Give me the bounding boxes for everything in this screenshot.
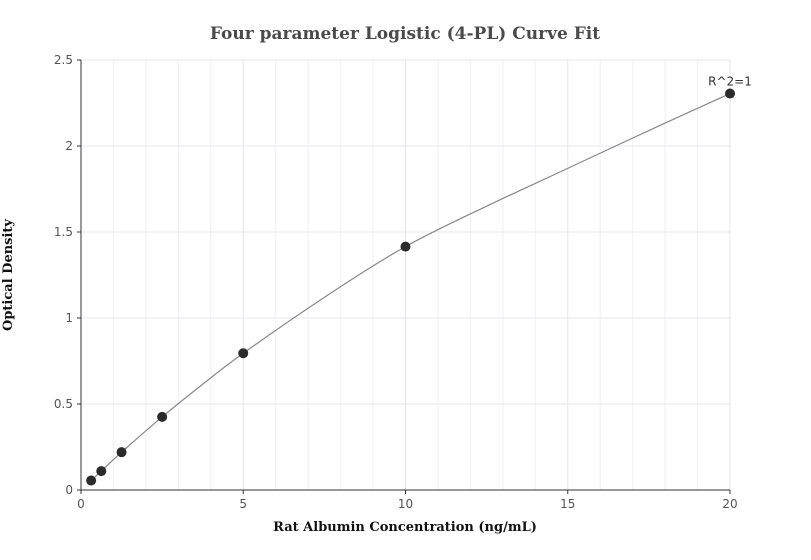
data-point (157, 411, 168, 422)
y-tick-label: 1 (65, 311, 73, 325)
data-point (400, 241, 411, 252)
x-tick-label: 5 (239, 497, 247, 511)
y-axis-title: Optical Density (1, 219, 16, 331)
data-point (86, 475, 97, 486)
tick-labels: 0 5 10 15 20 0 0.5 1 1.5 2 2.5 (54, 53, 738, 511)
data-points (86, 88, 735, 486)
x-tick-label: 10 (398, 497, 413, 511)
x-axis-title: Rat Albumin Concentration (ng/mL) (273, 520, 537, 535)
fit-curve-layer (90, 92, 731, 481)
chart-title: Four parameter Logistic (4-PL) Curve Fit (210, 24, 600, 44)
data-point (116, 447, 127, 458)
y-tick-label: 0 (65, 483, 73, 497)
data-point (238, 348, 249, 359)
y-tick-label: 2 (65, 139, 73, 153)
x-tick-label: 20 (722, 497, 737, 511)
r-squared-annotation: R^2=1 (708, 75, 752, 89)
axes (77, 59, 731, 494)
data-point (96, 466, 107, 477)
fit-curve (90, 92, 731, 481)
y-tick-label: 2.5 (54, 53, 73, 67)
x-tick-label: 15 (560, 497, 575, 511)
grid (81, 59, 731, 490)
data-point (725, 88, 735, 99)
y-tick-label: 1.5 (54, 225, 73, 239)
annotations: R^2=1 (708, 75, 752, 89)
y-tick-label: 0.5 (54, 397, 73, 411)
x-tick-label: 0 (77, 497, 85, 511)
